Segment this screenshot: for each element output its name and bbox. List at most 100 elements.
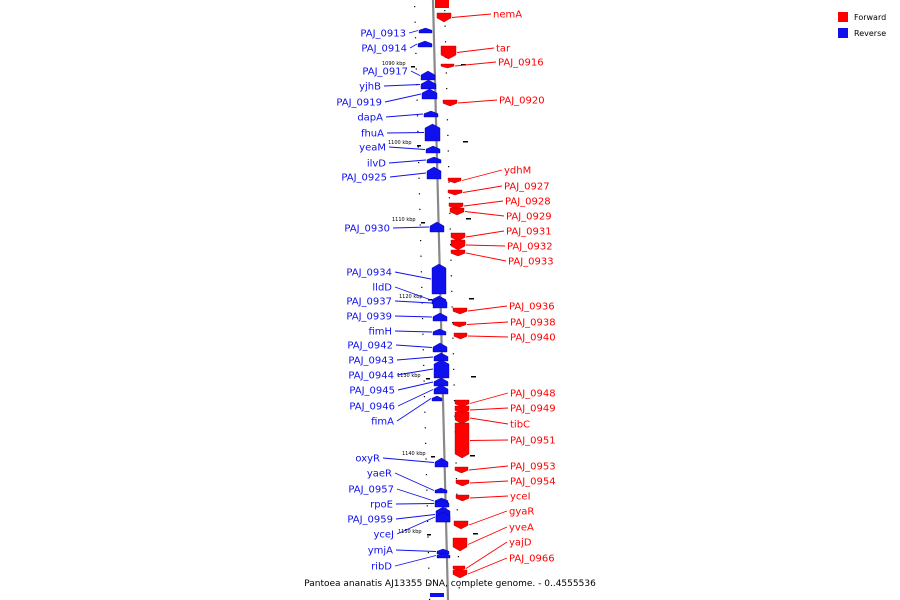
forward-gene-PAJ_0966[interactable] xyxy=(452,569,468,579)
reverse-gene-yaeR[interactable] xyxy=(434,487,448,494)
forward-gene-label[interactable]: PAJ_0929 xyxy=(506,212,552,223)
reverse-gene-PAJ_0945[interactable] xyxy=(433,377,449,387)
reverse-gene-label[interactable]: fhuA xyxy=(361,129,384,140)
reverse-gene-PAJ_0913[interactable] xyxy=(418,27,433,34)
forward-gene-PAJ_0928[interactable] xyxy=(448,202,464,210)
forward-gene-PAJ_0936[interactable] xyxy=(452,307,468,315)
reverse-gene-label[interactable]: lldD xyxy=(372,283,392,294)
forward-gene-label[interactable]: ydhM xyxy=(504,166,531,177)
reverse-gene-rpoE[interactable] xyxy=(434,499,450,508)
forward-gene-PAJ_0948[interactable] xyxy=(454,399,470,408)
reverse-gene-PAJ_0944[interactable] xyxy=(433,359,450,379)
reverse-gene-PAJ_0939[interactable] xyxy=(432,312,448,322)
forward-gene-label[interactable]: tar xyxy=(496,44,511,55)
reverse-gene-PAJ_0919[interactable] xyxy=(421,88,438,100)
reverse-gene-label[interactable]: PAJ_0937 xyxy=(346,297,392,308)
forward-gene-label[interactable]: PAJ_0938 xyxy=(510,318,556,329)
forward-gene-yceI[interactable] xyxy=(455,494,470,502)
reverse-gene-label[interactable]: PAJ_0943 xyxy=(348,356,394,367)
reverse-gene-fimH[interactable] xyxy=(432,328,447,336)
forward-gene-label[interactable]: PAJ_0953 xyxy=(510,462,556,473)
forward-gene-tibC[interactable] xyxy=(454,411,470,425)
forward-gene-PAJ_0933[interactable] xyxy=(450,249,466,257)
reverse-gene-label[interactable]: PAJ_0939 xyxy=(346,312,392,323)
reverse-gene-label[interactable]: yceJ xyxy=(373,530,394,541)
forward-gene-label[interactable]: PAJ_0932 xyxy=(507,242,553,253)
forward-gene-label[interactable]: PAJ_0920 xyxy=(499,96,545,107)
forward-gene-label[interactable]: PAJ_0954 xyxy=(510,477,556,488)
reverse-gene-label[interactable]: PAJ_0959 xyxy=(347,515,393,526)
forward-gene-label[interactable]: PAJ_0916 xyxy=(498,58,544,69)
forward-gene-label[interactable]: PAJ_0927 xyxy=(504,182,550,193)
forward-gene-label[interactable]: nemA xyxy=(493,10,522,21)
forward-gene-label[interactable]: yveA xyxy=(509,523,534,534)
reverse-gene-label[interactable]: PAJ_0957 xyxy=(348,485,394,496)
reverse-gene-oxyR[interactable] xyxy=(434,457,449,468)
reverse-gene-label[interactable]: yjhB xyxy=(359,82,381,93)
reverse-gene-PAJ_0934[interactable] xyxy=(431,263,447,295)
reverse-gene-label[interactable]: PAJ_0917 xyxy=(362,67,408,78)
forward-gene-label[interactable]: PAJ_0951 xyxy=(510,436,556,447)
reverse-gene-PAJ_0946[interactable] xyxy=(433,384,449,395)
forward-gene-label[interactable]: tibC xyxy=(510,420,530,431)
reverse-gene-label[interactable]: PAJ_0930 xyxy=(344,224,390,235)
reverse-gene-label[interactable]: ymjA xyxy=(368,546,393,557)
forward-gene-label[interactable]: yceI xyxy=(510,492,531,503)
reverse-gene-label[interactable]: PAJ_0946 xyxy=(349,402,395,413)
reverse-gene-PAJ_0943[interactable] xyxy=(433,352,449,362)
forward-gene-tar[interactable] xyxy=(440,45,457,60)
forward-gene-ydhM[interactable] xyxy=(447,177,462,184)
reverse-gene-PAJ_0930[interactable] xyxy=(429,221,445,233)
forward-gene-label[interactable]: PAJ_0931 xyxy=(506,227,552,238)
reverse-gene-yeaM[interactable] xyxy=(425,145,441,154)
forward-gene-PAJ_0916[interactable] xyxy=(440,63,455,69)
forward-gene-label[interactable]: PAJ_0928 xyxy=(505,197,551,208)
reverse-gene-label[interactable]: fimA xyxy=(371,417,394,428)
reverse-gene-ilvD[interactable] xyxy=(426,156,442,164)
forward-gene-PAJ_0932[interactable] xyxy=(450,239,466,251)
reverse-gene-PAJ_0917[interactable] xyxy=(420,70,436,81)
forward-gene-label[interactable]: PAJ_0936 xyxy=(509,302,555,313)
forward-gene-label[interactable]: PAJ_0948 xyxy=(510,389,556,400)
reverse-gene-label[interactable]: dapA xyxy=(357,113,383,124)
forward-gene-PAJ_0920[interactable] xyxy=(442,99,458,107)
reverse-gene-label[interactable]: PAJ_0913 xyxy=(360,29,406,40)
reverse-gene-PAJ_0942[interactable] xyxy=(432,342,448,353)
forward-gene-label[interactable]: gyaR xyxy=(509,507,534,518)
reverse-gene-PAJ_0914[interactable] xyxy=(417,40,433,48)
forward-gene-label[interactable]: PAJ_0966 xyxy=(509,554,555,565)
reverse-gene-label[interactable]: rpoE xyxy=(370,500,393,511)
forward-gene-PAJ_0927[interactable] xyxy=(447,189,463,196)
reverse-gene-label[interactable]: PAJ_0925 xyxy=(341,173,387,184)
forward-gene-PAJ_0953[interactable] xyxy=(454,466,469,474)
reverse-gene-dapA[interactable] xyxy=(423,110,439,118)
reverse-gene-yceJ[interactable] xyxy=(435,511,451,523)
reverse-gene-fimA[interactable] xyxy=(431,395,443,402)
forward-gene-PAJ_0931[interactable] xyxy=(450,232,466,242)
forward-gene-label[interactable]: PAJ_0949 xyxy=(510,404,556,415)
reverse-gene-yjhB[interactable] xyxy=(420,79,437,90)
forward-gene-PAJ_0938[interactable] xyxy=(452,321,467,328)
reverse-gene-label[interactable]: PAJ_0945 xyxy=(349,386,395,397)
reverse-gene-PAJ_0925[interactable] xyxy=(426,166,442,180)
reverse-gene-ribD[interactable] xyxy=(436,552,451,559)
forward-gene-PAJ_0929[interactable] xyxy=(449,207,465,216)
reverse-gene-label[interactable]: ribD xyxy=(371,562,392,573)
reverse-gene-label[interactable]: fimH xyxy=(368,327,392,338)
reverse-gene-label[interactable]: oxyR xyxy=(355,454,380,465)
reverse-gene-fhuA[interactable] xyxy=(424,123,441,142)
reverse-gene-label[interactable]: PAJ_0914 xyxy=(361,44,407,55)
forward-gene-yveA[interactable] xyxy=(452,537,468,552)
forward-gene-PAJ_0954[interactable] xyxy=(455,479,470,487)
reverse-gene-label[interactable]: ilvD xyxy=(367,159,386,170)
reverse-gene-label[interactable]: yeaM xyxy=(359,143,386,154)
reverse-gene-label[interactable]: PAJ_0919 xyxy=(336,98,382,109)
forward-gene-gyaR[interactable] xyxy=(453,520,469,530)
forward-gene-label[interactable]: yajD xyxy=(509,538,532,549)
forward-gene-label[interactable]: PAJ_0933 xyxy=(508,257,554,268)
reverse-gene-label[interactable]: PAJ_0944 xyxy=(348,371,394,382)
reverse-gene-label[interactable]: PAJ_0942 xyxy=(347,341,393,352)
reverse-gene-label[interactable]: yaeR xyxy=(367,469,392,480)
reverse-gene-PAJ_0937[interactable] xyxy=(432,297,448,309)
forward-gene-label[interactable]: PAJ_0940 xyxy=(510,333,556,344)
